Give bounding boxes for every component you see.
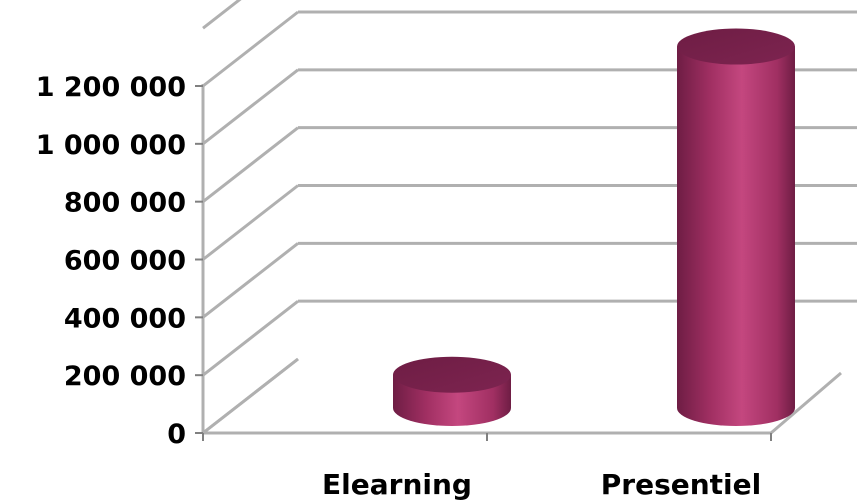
gridline-diagonal xyxy=(202,68,299,146)
gridline-diagonal xyxy=(202,184,299,261)
bar-top xyxy=(677,28,795,65)
y-tick-label: 1 000 000 xyxy=(36,130,186,161)
x-category-label: Presentiel xyxy=(601,468,761,501)
gridline-diagonal xyxy=(202,242,299,319)
gridline-diagonal xyxy=(202,126,299,203)
axes xyxy=(195,85,772,441)
x-axis-categories: Elearning Presentiel xyxy=(322,468,761,501)
bar-presentiel xyxy=(677,28,795,427)
x-category-label: Elearning xyxy=(322,468,472,501)
y-tick-label: 600 000 xyxy=(64,246,186,277)
gridline-diagonal xyxy=(202,10,299,88)
y-tick-label: 400 000 xyxy=(64,303,186,334)
y-tick-label: 1 200 000 xyxy=(36,72,186,103)
bars xyxy=(393,28,795,427)
y-tick-label: 200 000 xyxy=(64,361,186,392)
gridline-diagonal xyxy=(202,299,299,377)
gridline-diagonal xyxy=(202,357,299,435)
y-axis-ticks: 0 200 000 400 000 600 000 800 000 1 000 000 1 … xyxy=(36,72,186,450)
gridline-diagonal xyxy=(202,0,242,30)
bar-body xyxy=(677,46,795,427)
floor-right-edge xyxy=(770,371,842,435)
y-tick-label: 800 000 xyxy=(64,188,186,219)
bar-top xyxy=(393,356,511,393)
y-tick-label: 0 xyxy=(167,419,186,450)
bar-elearning xyxy=(393,356,511,426)
